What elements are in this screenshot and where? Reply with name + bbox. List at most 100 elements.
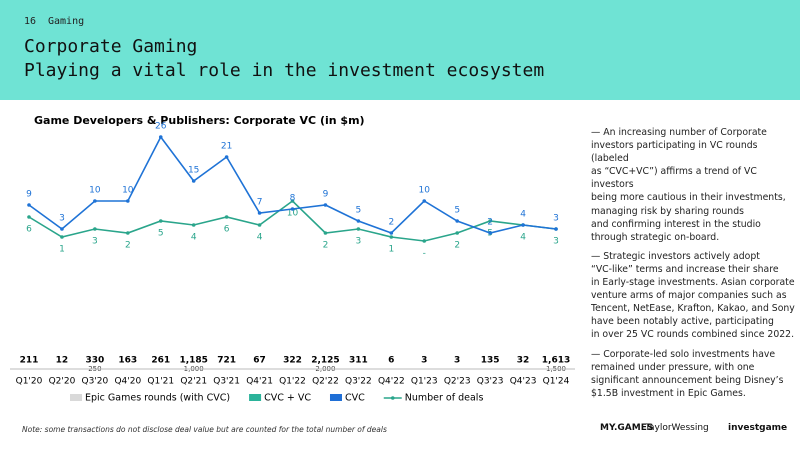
deal-label: 1 xyxy=(388,245,394,255)
deal-label: 2 xyxy=(388,218,394,228)
legend-swatch xyxy=(70,394,82,401)
title: Corporate Gaming xyxy=(24,36,198,57)
chart-title: Game Developers & Publishers: Corporate … xyxy=(34,114,365,127)
deal-label: 10 xyxy=(89,186,101,196)
deal-point xyxy=(455,231,459,235)
paragraph: — Strategic investors actively adopt “VC-… xyxy=(591,250,796,342)
deal-label: 4 xyxy=(191,233,197,243)
deal-label: 6 xyxy=(26,225,32,235)
x-tick-label: Q2'21 xyxy=(180,377,207,387)
deal-point xyxy=(389,231,394,235)
total-label: 322 xyxy=(283,356,302,366)
text-line: “VC-like” terms and increase their share xyxy=(591,263,779,275)
total-label: 1,185 xyxy=(179,356,207,366)
legend-label: Number of deals xyxy=(405,393,484,404)
deal-point xyxy=(224,215,229,219)
commentary: — An increasing number of Corporate inves… xyxy=(591,126,796,406)
text-line: have been notably active, participating xyxy=(591,316,774,328)
total-label: 135 xyxy=(481,356,500,366)
x-tick-label: Q2'23 xyxy=(444,377,471,387)
x-tick-label: Q3'22 xyxy=(345,377,372,387)
deal-label: 5 xyxy=(356,206,362,216)
deal-label: 3 xyxy=(92,237,98,247)
x-tick-label: Q4'22 xyxy=(378,377,405,387)
text-line: significant announcement being Disney’s xyxy=(591,374,784,386)
text-line: in over 25 VC rounds combined since 2022… xyxy=(591,329,795,341)
header: 16 Gaming Corporate Gaming Playing a vit… xyxy=(0,0,800,100)
deal-point xyxy=(93,227,97,231)
deal-label: 3 xyxy=(553,237,559,247)
total-label: 3 xyxy=(421,356,427,366)
deal-point xyxy=(257,223,262,227)
logo: investgame xyxy=(728,423,788,433)
legend-swatch xyxy=(329,394,342,401)
subtitle: Playing a vital role in the investment e… xyxy=(24,60,545,81)
x-tick-label: Q3'20 xyxy=(82,377,109,387)
x-tick-label: Q2'22 xyxy=(312,377,339,387)
deal-point xyxy=(323,231,328,235)
total-label: 311 xyxy=(349,356,368,366)
deal-point xyxy=(554,227,558,231)
text-line: venture arms of major companies such as xyxy=(591,290,787,302)
deal-label: 3 xyxy=(553,214,559,224)
deal-point xyxy=(257,211,262,215)
total-label: 32 xyxy=(517,356,530,366)
deal-label: 10 xyxy=(122,186,134,196)
page-number: 16 xyxy=(24,16,37,27)
legend-label: Epic Games rounds (with CVC) xyxy=(85,393,230,404)
deal-label: 2 xyxy=(125,241,131,251)
deal-point xyxy=(422,199,427,203)
logo: TaylorWessing xyxy=(645,423,709,433)
deal-label: 10 xyxy=(287,209,299,219)
deal-point xyxy=(422,239,427,243)
text-line: — An increasing number of Corporate xyxy=(591,127,767,138)
deal-label: 5 xyxy=(158,229,164,239)
total-label: 211 xyxy=(20,356,39,366)
total-label: 330 xyxy=(85,356,104,366)
deal-point xyxy=(27,215,31,219)
x-tick-label: Q2'20 xyxy=(49,377,76,387)
x-tick-label: Q1'21 xyxy=(147,377,174,387)
deal-label: 2 xyxy=(454,241,460,251)
total-label: 261 xyxy=(151,356,170,366)
deal-point xyxy=(27,203,31,207)
deal-label: 1 xyxy=(59,245,65,255)
legend-swatch xyxy=(249,394,262,401)
deal-label: 3 xyxy=(59,214,65,224)
deal-label: 5 xyxy=(454,206,460,216)
legend-label: CVC + VC xyxy=(264,393,311,404)
text-line: — Strategic investors actively adopt xyxy=(591,250,760,262)
deal-point xyxy=(158,219,163,223)
x-tick-label: Q4'20 xyxy=(114,377,141,387)
paragraph: — An increasing number of Corporate inves… xyxy=(591,126,796,244)
total-label: 12 xyxy=(56,356,69,366)
deal-point xyxy=(323,203,328,207)
x-tick-label: Q4'21 xyxy=(246,377,273,387)
total-label: 6 xyxy=(388,356,394,366)
total-label: 3 xyxy=(454,356,460,366)
deal-label: 3 xyxy=(356,237,362,247)
deal-label: 15 xyxy=(188,166,199,176)
deal-point xyxy=(60,235,64,239)
x-tick-label: Q1'22 xyxy=(279,377,306,387)
deal-point xyxy=(488,231,492,235)
total-label: 2,125 xyxy=(311,356,339,366)
deal-label: 9 xyxy=(26,190,32,200)
text-line: remained under pressure, with one xyxy=(591,361,755,373)
section: Gaming xyxy=(48,16,85,27)
deal-point xyxy=(389,235,394,239)
deal-point xyxy=(356,219,361,223)
text-line: and confirming interest in the studio xyxy=(591,218,761,230)
deal-label: 6 xyxy=(224,225,230,235)
text-line: investors participating in VC rounds (la… xyxy=(591,140,758,165)
deal-point xyxy=(455,219,459,223)
deal-point xyxy=(158,135,163,139)
deal-point xyxy=(60,227,64,231)
x-tick-label: Q3'23 xyxy=(477,377,504,387)
deal-point xyxy=(126,199,130,203)
total-label: 67 xyxy=(253,356,266,366)
deals-line xyxy=(28,135,557,234)
deal-label: 4 xyxy=(520,233,526,243)
text-line: in Early-stage investments. Asian corpor… xyxy=(591,277,795,289)
